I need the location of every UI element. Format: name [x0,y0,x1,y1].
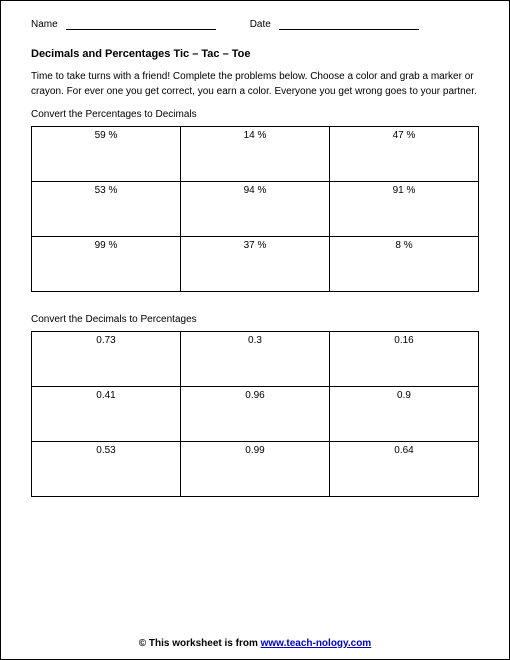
grid2-cell[interactable]: 0.53 [32,442,181,497]
header-line: Name Date [31,19,479,30]
footer-prefix: © This worksheet is from [139,638,261,649]
grid2-cell[interactable]: 0.73 [32,332,181,387]
grid-1: 59 % 14 % 47 % 53 % 94 % 91 % 99 % 37 % … [31,126,479,292]
footer-link[interactable]: www.teach-nology.com [261,638,372,649]
grid2-cell[interactable]: 0.16 [330,332,479,387]
grid1-cell[interactable]: 37 % [181,237,330,292]
grid1-cell[interactable]: 99 % [32,237,181,292]
section2-heading: Convert the Decimals to Percentages [31,314,479,325]
grid1-cell[interactable]: 59 % [32,127,181,182]
instructions: Time to take turns with a friend! Comple… [31,70,479,99]
date-label: Date [250,19,271,30]
grid1-cell[interactable]: 91 % [330,182,479,237]
grid1-cell[interactable]: 94 % [181,182,330,237]
grid-2: 0.73 0.3 0.16 0.41 0.96 0.9 0.53 0.99 0.… [31,331,479,497]
grid2-cell[interactable]: 0.9 [330,387,479,442]
section1-heading: Convert the Percentages to Decimals [31,109,479,120]
grid2-cell[interactable]: 0.3 [181,332,330,387]
grid1-cell[interactable]: 14 % [181,127,330,182]
grid2-cell[interactable]: 0.99 [181,442,330,497]
name-blank[interactable] [66,19,216,30]
grid2-cell[interactable]: 0.41 [32,387,181,442]
grid2-cell[interactable]: 0.96 [181,387,330,442]
name-label: Name [31,19,58,30]
grid1-cell[interactable]: 8 % [330,237,479,292]
date-blank[interactable] [279,19,419,30]
footer: © This worksheet is from www.teach-nolog… [1,638,509,649]
grid2-cell[interactable]: 0.64 [330,442,479,497]
page-title: Decimals and Percentages Tic – Tac – Toe [31,48,479,60]
grid1-cell[interactable]: 53 % [32,182,181,237]
worksheet-page: Name Date Decimals and Percentages Tic –… [0,0,510,660]
grid1-cell[interactable]: 47 % [330,127,479,182]
